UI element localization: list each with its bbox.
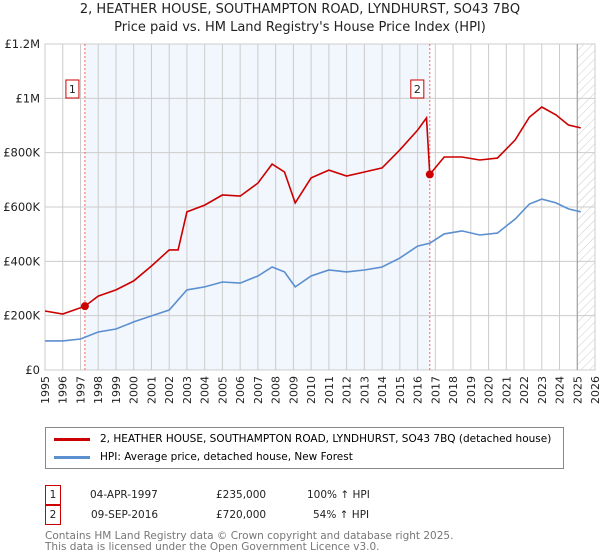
x-tick-label: 2005 (216, 376, 229, 404)
x-tick-label: 2006 (234, 376, 247, 404)
x-tick-label: 2012 (341, 376, 354, 404)
x-tick-label: 2002 (163, 376, 176, 404)
sale-point (425, 170, 434, 179)
x-tick-label: 2000 (128, 376, 141, 404)
price-paid-line (44, 106, 581, 315)
sale-label-box (410, 79, 425, 99)
sale-badge: 1 (45, 485, 61, 505)
x-tick-label: 2023 (536, 376, 549, 404)
x-tick-label: 2009 (287, 376, 300, 404)
y-tick-label: £1M (15, 91, 40, 105)
sale-price: £235,000 (216, 489, 267, 501)
x-tick-label: 2015 (394, 376, 407, 404)
x-tick-label: 2018 (447, 376, 460, 404)
x-tick-label: 2022 (518, 376, 531, 404)
y-tick-label: £400K (3, 254, 40, 268)
y-tick-label: £1.2M (4, 37, 40, 51)
plot-border (44, 43, 596, 371)
sale-label-box (65, 79, 80, 99)
sale-hpi: 54% ↑ HPI (313, 509, 370, 521)
chart-subtitle: Price paid vs. HM Land Registry's House … (114, 20, 486, 35)
x-tick-label: 1999 (110, 376, 123, 404)
footer-licence: This data is licensed under the Open Gov… (45, 541, 380, 553)
x-tick-label: 2013 (358, 376, 371, 404)
x-tick-label: 2007 (252, 376, 265, 404)
sale-date: 09-SEP-2016 (91, 509, 159, 521)
x-tick-label: 2024 (554, 376, 567, 404)
y-tick-label: £600K (3, 200, 40, 214)
y-tick-label: £800K (3, 146, 40, 160)
x-tick-label: 2003 (181, 376, 194, 404)
sale-label: 1 (69, 83, 76, 96)
x-tick-label: 2021 (500, 376, 513, 404)
sale-date: 04-APR-1997 (90, 489, 158, 501)
sale-label: 2 (414, 83, 421, 96)
x-tick-label: 2008 (270, 376, 283, 404)
chart-title: 2, HEATHER HOUSE, SOUTHAMPTON ROAD, LYND… (79, 2, 521, 17)
x-tick-label: 1996 (57, 376, 70, 404)
sale-hpi: 100% ↑ HPI (307, 489, 370, 501)
plot-area: 1995 1996 1997 1998 1999 2000 2001 2002 2003 2004… (3, 37, 600, 404)
x-tick-label: 1998 (92, 376, 105, 404)
x-tick-label: 2010 (305, 376, 318, 404)
sale-price: £720,000 (216, 509, 267, 521)
sale-point (80, 302, 89, 311)
x-tick-label: 2004 (199, 376, 212, 404)
hpi-line (45, 198, 581, 342)
x-tick-label: 2011 (323, 376, 336, 404)
x-tick-label: 1995 (39, 376, 52, 404)
footer: Contains HM Land Registry data © Crown c… (45, 531, 453, 553)
legend-label-property: 2, HEATHER HOUSE, SOUTHAMPTON ROAD, LYND… (100, 433, 552, 445)
sale-badge: 2 (45, 505, 61, 525)
legend-blue-line (54, 455, 90, 459)
x-tick-label: 2017 (429, 376, 442, 404)
x-tick-label: 2019 (465, 376, 478, 404)
legend-label-hpi: HPI: Average price, detached house, New … (100, 451, 353, 463)
x-tick-label: 1997 (74, 376, 87, 404)
y-tick-label: £200K (3, 309, 40, 323)
legend: 2, HEATHER HOUSE, SOUTHAMPTON ROAD, LYND… (45, 427, 564, 469)
x-tick-label: 2014 (376, 376, 389, 404)
footer-copyright: Contains HM Land Registry data © Crown c… (45, 530, 454, 542)
legend-red-line (54, 437, 90, 441)
y-tick-label: £0 (25, 363, 40, 377)
x-tick-label: 2020 (483, 376, 496, 404)
x-tick-label: 2025 (571, 376, 584, 404)
x-tick-label: 2016 (412, 376, 425, 404)
x-tick-label: 2001 (145, 376, 158, 404)
x-tick-label: 2026 (589, 376, 600, 404)
